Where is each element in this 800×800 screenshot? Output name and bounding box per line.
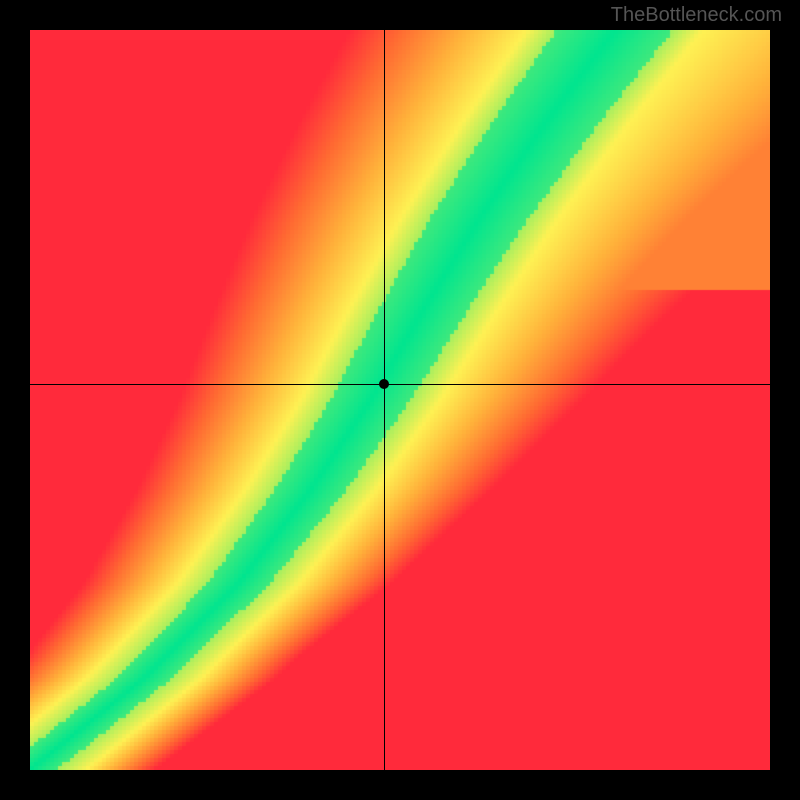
marker-dot [379,379,389,389]
crosshair-horizontal [30,384,770,385]
heatmap-plot [30,30,770,770]
crosshair-vertical [384,30,385,770]
watermark-text: TheBottleneck.com [611,4,782,27]
heatmap-canvas [30,30,770,770]
